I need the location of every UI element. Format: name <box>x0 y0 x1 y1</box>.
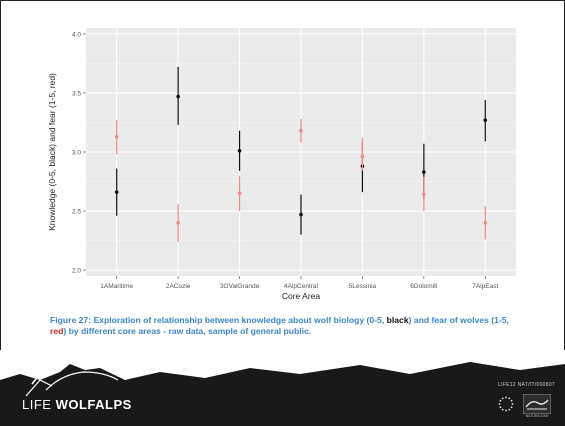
data-point <box>360 154 365 159</box>
data-point <box>237 149 242 153</box>
eu-stars-logo <box>498 396 514 412</box>
y-tick-label: 4.0 <box>72 31 81 38</box>
data-point <box>114 134 119 139</box>
y-tick-label: 3.0 <box>72 150 81 157</box>
footer-banner <box>0 350 565 426</box>
data-point <box>176 94 180 99</box>
project-code: LIFE12 NAT/IT/000807 <box>497 382 555 388</box>
data-point <box>237 191 242 196</box>
data-point <box>114 190 119 194</box>
chart-svg: 2.0 2.5 3.0 3.5 4.0 1AMaritime 2ACozie 3OValGra… <box>47 28 516 301</box>
caption-part-1: Figure 27: Exploration of relationship b… <box>50 315 387 325</box>
x-axis-title: Core Area <box>282 291 321 300</box>
caption-black-word: black <box>386 315 409 325</box>
y-tick-label: 2.0 <box>72 268 81 275</box>
y-axis-title: Knowledge (0-5, black) and fear (1-5, re… <box>47 73 57 231</box>
natura-2000-logo <box>523 394 551 414</box>
brand-name: WOLFALPS <box>55 397 132 412</box>
chart-marks <box>114 66 488 242</box>
x-tick-label: 3OValGrande <box>220 283 260 290</box>
x-tick-label: 1AMaritime <box>100 283 133 290</box>
data-point <box>299 212 303 217</box>
data-point <box>483 221 488 225</box>
x-tick-label: 4AlpCentral <box>284 283 319 290</box>
data-point <box>176 221 180 225</box>
wolf-mountain-graphic <box>0 350 565 397</box>
brand-prefix: LIFE <box>22 397 56 412</box>
axes: 2.0 2.5 3.0 3.5 4.0 1AMaritime 2ACozie 3OValGra… <box>72 31 499 290</box>
caption-part-2: ) and fear of wolves (1-5, <box>408 315 509 325</box>
data-point <box>422 192 426 197</box>
data-point <box>422 170 426 174</box>
x-tick-label: 5Lessinia <box>349 283 377 290</box>
figure-caption: Figure 27: Exploration of relationship b… <box>50 315 520 337</box>
brand-logo: LIFE WOLFALPS <box>22 397 132 412</box>
caption-red-word: red <box>50 326 64 336</box>
chart: 2.0 2.5 3.0 3.5 4.0 1AMaritime 2ACozie 3OValGra… <box>47 28 516 301</box>
natura-2000-label: NATURA 2000 <box>525 414 549 418</box>
x-tick-label: 6Dolomiti <box>410 283 437 290</box>
x-tick-label: 7AlpEast <box>472 283 498 290</box>
caption-part-3: ) by different core areas - raw data, sa… <box>63 326 312 336</box>
data-point <box>483 118 488 122</box>
y-tick-label: 2.5 <box>72 209 81 216</box>
x-tick-label: 2ACozie <box>166 283 191 290</box>
data-point <box>299 128 303 133</box>
y-tick-label: 3.5 <box>72 90 81 97</box>
